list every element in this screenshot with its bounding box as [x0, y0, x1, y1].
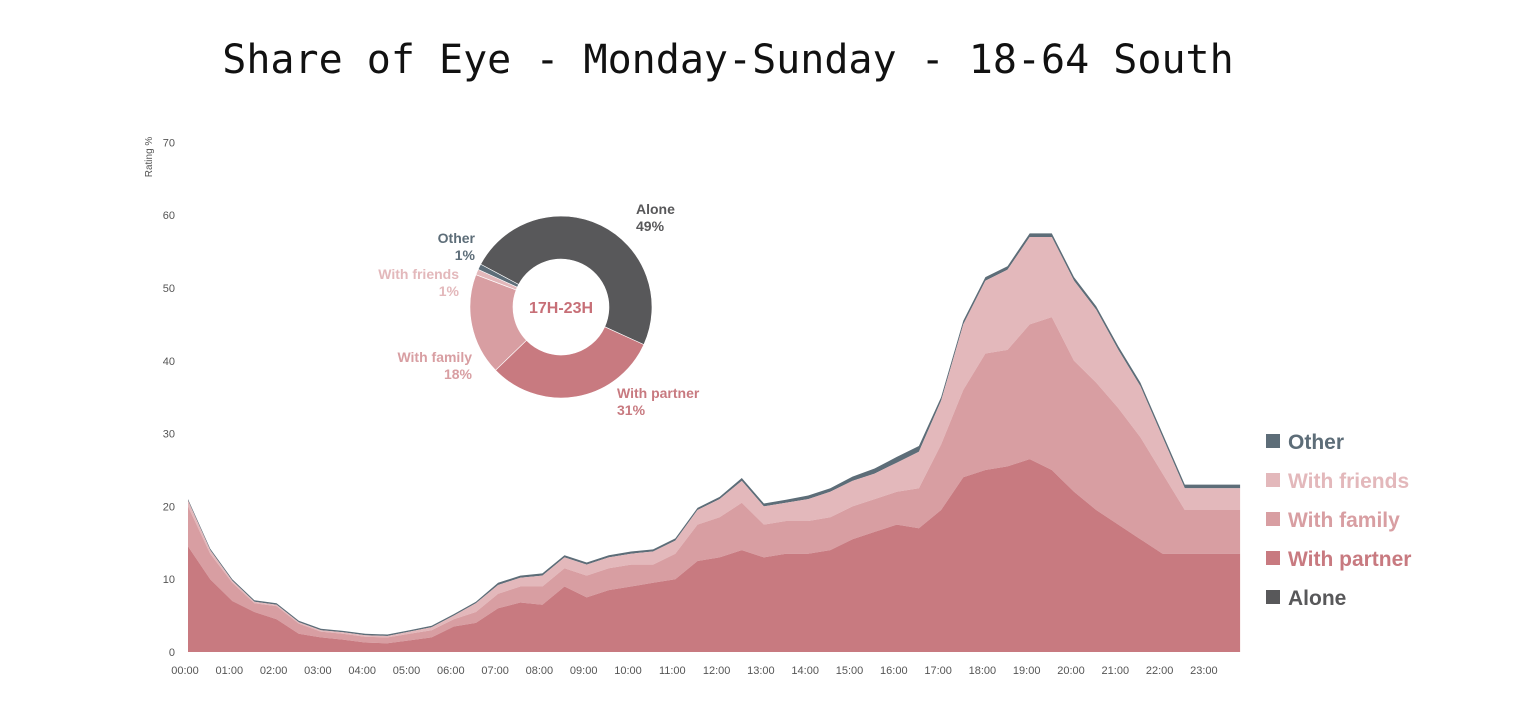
x-tick-label: 18:00 — [969, 665, 997, 677]
legend-label-with-family: With family — [1288, 509, 1400, 532]
chart-title: Share of Eye - Monday-Sunday - 18-64 Sou… — [222, 37, 1233, 83]
x-tick-label: 09:00 — [570, 665, 598, 677]
donut-pct-with-friends: 1% — [439, 283, 460, 299]
x-tick-label: 02:00 — [260, 665, 288, 677]
y-tick-label: 40 — [163, 356, 175, 368]
y-tick-label: 70 — [163, 137, 175, 149]
x-tick-label: 03:00 — [304, 665, 332, 677]
x-tick-label: 20:00 — [1057, 665, 1085, 677]
legend-label-with-partner: With partner — [1288, 548, 1411, 571]
y-tick-label: 20 — [163, 501, 175, 513]
x-tick-label: 05:00 — [393, 665, 421, 677]
donut-label-alone: Alone — [636, 201, 675, 217]
donut-label-with-friends: With friends — [378, 266, 459, 282]
x-tick-label: 07:00 — [481, 665, 509, 677]
donut-label-with-partner: With partner — [617, 385, 700, 401]
legend-label-other: Other — [1288, 431, 1344, 454]
x-tick-label: 08:00 — [526, 665, 554, 677]
stacked-areas — [188, 233, 1241, 652]
legend-swatch-with-family — [1266, 512, 1280, 526]
x-tick-label: 01:00 — [216, 665, 244, 677]
donut-slice-other — [477, 263, 520, 288]
legend-swatch-other — [1266, 434, 1280, 448]
y-tick-label: 30 — [163, 429, 175, 441]
legend-swatch-alone — [1266, 590, 1280, 604]
legend-label-with-friends: With friends — [1288, 470, 1409, 493]
area-with-family — [188, 317, 1241, 644]
x-tick-label: 19:00 — [1013, 665, 1041, 677]
y-tick-label: 0 — [169, 647, 175, 659]
donut-pct-with-partner: 31% — [617, 402, 646, 418]
x-tick-label: 22:00 — [1146, 665, 1174, 677]
x-tick-label: 04:00 — [348, 665, 376, 677]
y-tick-label: 10 — [163, 574, 175, 586]
donut-pct-with-family: 18% — [444, 366, 473, 382]
area-with-friends — [188, 237, 1241, 638]
x-tick-label: 11:00 — [659, 665, 686, 677]
y-tick-label: 60 — [163, 210, 175, 222]
donut-pct-alone: 49% — [636, 218, 665, 234]
x-tick-label: 15:00 — [836, 665, 864, 677]
donut-pct-other: 1% — [455, 247, 476, 263]
x-tick-label: 21:00 — [1102, 665, 1130, 677]
donut-center-label: 17H-23H — [529, 300, 593, 317]
legend-label-alone: Alone — [1288, 587, 1346, 610]
donut-label-other: Other — [438, 230, 476, 246]
donut-chart: 17H-23H — [469, 215, 653, 399]
x-tick-label: 13:00 — [747, 665, 775, 677]
x-axis-ticks: 00:00 01:00 02:00 03:00 04:00 05:00 06:00 07:00… — [171, 665, 1217, 677]
x-tick-label: 10:00 — [614, 665, 642, 677]
x-tick-label: 00:00 — [171, 665, 199, 677]
legend-swatch-with-friends — [1266, 473, 1280, 487]
x-tick-label: 23:00 — [1190, 665, 1218, 677]
legend: Other With friends With family With partner… — [1266, 431, 1411, 610]
donut-slice-alone — [480, 215, 653, 345]
area-with-partner — [188, 459, 1241, 652]
y-axis-ticks: 0 10 20 30 40 50 60 70 — [163, 137, 175, 659]
x-tick-label: 17:00 — [924, 665, 952, 677]
legend-swatch-with-partner — [1266, 551, 1280, 565]
donut-slice-with-partner — [495, 326, 645, 399]
donut-label-with-family: With family — [397, 349, 472, 365]
x-tick-label: 16:00 — [880, 665, 908, 677]
x-tick-label: 14:00 — [791, 665, 819, 677]
y-axis-label: Rating % — [144, 137, 155, 178]
x-tick-label: 06:00 — [437, 665, 465, 677]
x-tick-label: 12:00 — [703, 665, 731, 677]
y-tick-label: 50 — [163, 283, 175, 295]
